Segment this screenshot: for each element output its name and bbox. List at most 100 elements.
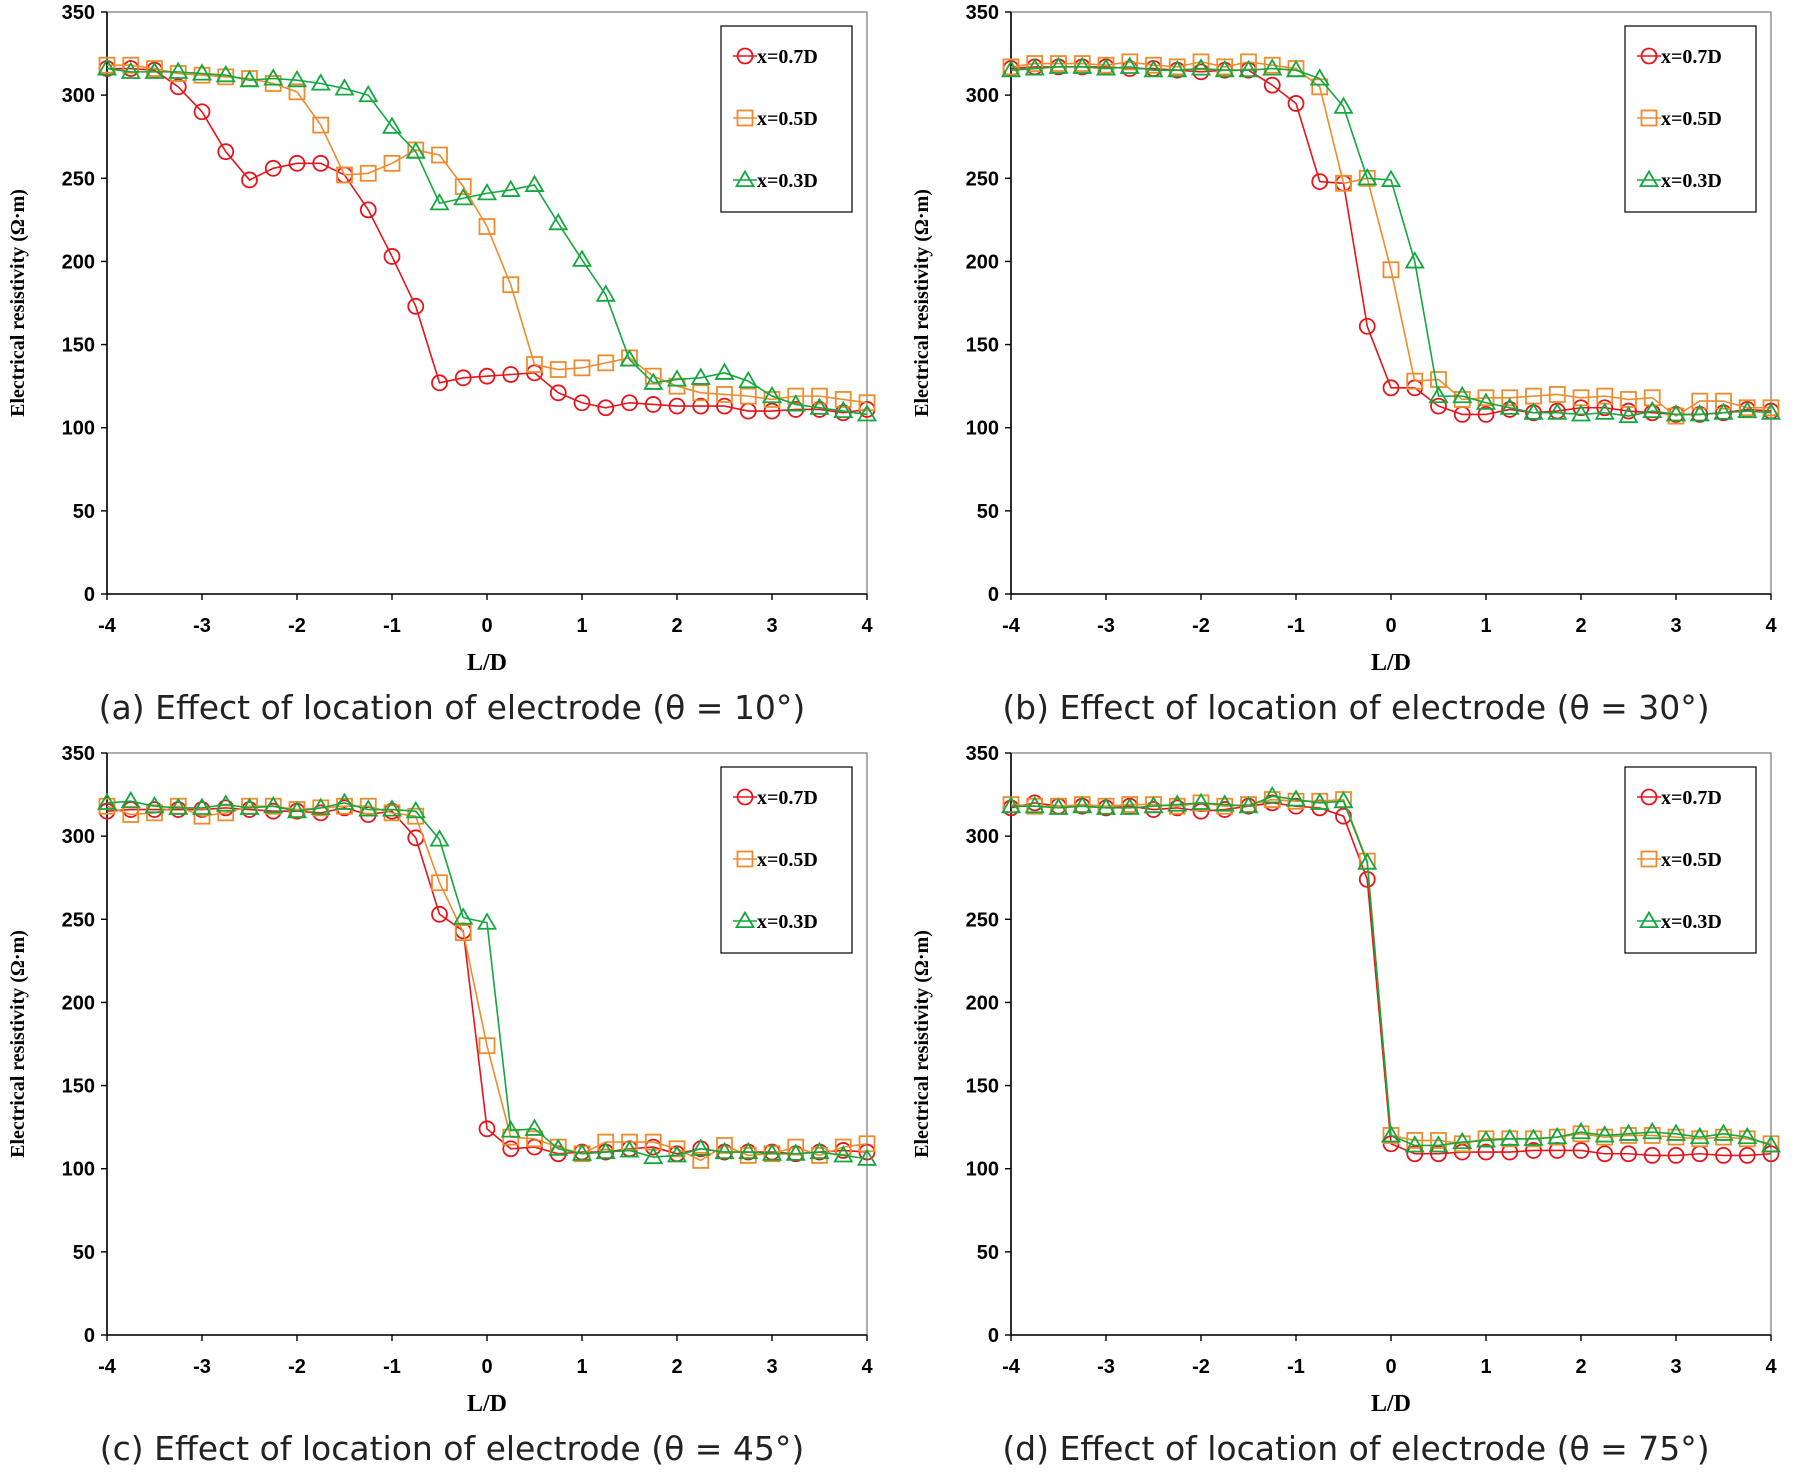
- chart-c-xtick-label: -4: [98, 1356, 117, 1378]
- chart-c-data-point: [96, 792, 118, 810]
- chart-b-data-point: [1572, 399, 1590, 417]
- chart-c-xtick-label: 3: [766, 1356, 777, 1378]
- chart-a-data-point: [453, 187, 474, 206]
- chart-a-data-point: [120, 61, 141, 79]
- chart-c-data-point: [358, 799, 379, 817]
- chart-c-xtick-label: 4: [861, 1356, 873, 1378]
- chart-c-data-point: [619, 1140, 640, 1158]
- chart-d-data-point: [1667, 1147, 1685, 1164]
- chart-b-ytick-label: 0: [988, 584, 999, 606]
- chart-d-data-point: [1406, 1145, 1424, 1163]
- chart-d-data-point: [1452, 1131, 1473, 1150]
- chart-a-data-point: [690, 367, 711, 385]
- chart-d-data-point: [1570, 1121, 1592, 1140]
- chart-a-data-point: [714, 362, 735, 380]
- chart-b-svg: 0 50 100 150 200 250 300 350 -4 -3 -2 -1 0 1 2 3 4 L/D Ele…: [911, 2, 1782, 676]
- chart-c-data-point: [571, 1143, 593, 1161]
- chart-a-data-point: [96, 58, 118, 76]
- chart-d-data-point: [1168, 797, 1186, 815]
- chart-d-data-point: [1477, 1143, 1495, 1161]
- chart-a-data-point: [476, 182, 498, 201]
- chart-a-legend-marker: [734, 169, 756, 188]
- chart-a-data-point: [833, 400, 854, 419]
- chart-a-ytick-label: 300: [62, 85, 95, 107]
- chart-b-data-point: [1406, 372, 1424, 390]
- chart-b-xtick-label: 3: [1670, 615, 1681, 637]
- chart-a-data-point: [478, 367, 496, 385]
- chart-a-data-point: [359, 164, 377, 182]
- chart-c-svg: 0 50 100 150 200 250 300 350 -4 -3 -2 -1 0 1 2 3 4 L/D Ele…: [7, 743, 878, 1417]
- chart-d-svg: 0 50 100 150 200 250 300 350 -4 -3 -2 -1 0 1 2 3 4 L/D Ele…: [911, 743, 1782, 1417]
- chart-b-data-point: [1548, 386, 1566, 403]
- chart-c-data-point: [476, 912, 498, 930]
- chart-c-data-point: [239, 797, 260, 815]
- chart-a-xtick-label: 2: [671, 615, 682, 637]
- chart-d-xtick-label: -3: [1097, 1356, 1115, 1378]
- chart-c-data-point: [478, 1037, 496, 1055]
- chart-b-ytick-label: 300: [966, 85, 999, 107]
- chart-b-data-point: [1501, 389, 1519, 407]
- chart-d-data-point: [1262, 785, 1283, 804]
- chart-a-data-point: [359, 201, 377, 219]
- chart-b-series-line: [1010, 66, 1772, 417]
- chart-a-ytick-label: 350: [62, 2, 95, 24]
- chart-b-data-point: [1168, 58, 1186, 76]
- chart-b-xtick-label: -3: [1097, 615, 1115, 637]
- chart-b-xtick-label: 2: [1575, 615, 1586, 637]
- chart-c-data-point: [359, 797, 377, 815]
- chart-d-data-point: [1072, 795, 1093, 814]
- chart-b-caption: (b) Effect of location of electrode (θ =…: [1002, 688, 1710, 727]
- chart-d-data-point: [1691, 1130, 1709, 1148]
- chart-c-data-point: [761, 1143, 783, 1161]
- chart-d-ytick-label: 50: [977, 1242, 999, 1264]
- chart-d-ytick-label: 150: [966, 1076, 999, 1098]
- chart-b-data-point: [1097, 56, 1115, 74]
- chart-c-xtick-label: -2: [288, 1356, 306, 1378]
- chart-a-data-point: [692, 384, 710, 402]
- chart-a-data-point: [383, 154, 401, 172]
- chart-b-data-point: [1643, 389, 1661, 407]
- chart-c-data-point: [120, 790, 141, 809]
- chart-b-ytick-label: 100: [966, 418, 999, 440]
- chart-d-data-point: [1335, 807, 1352, 825]
- chart-a-xtick-label: -1: [383, 615, 401, 637]
- chart-a-data-point: [621, 394, 638, 412]
- chart-a-xtick-label: 0: [481, 615, 492, 637]
- chart-d-data-point: [1095, 797, 1117, 815]
- chart-b-data-point: [1594, 402, 1615, 420]
- chart-d-data-point: [1430, 1145, 1447, 1163]
- chart-c-data-point: [215, 794, 236, 812]
- chart-a-data-point: [217, 143, 235, 161]
- chart-a-data-point: [431, 146, 448, 164]
- chart-d-data-point: [1404, 1135, 1425, 1153]
- chart-c-xtick-label: 1: [576, 1356, 587, 1378]
- chart-d-data-point: [1024, 795, 1045, 814]
- chart-b-xtick-label: 1: [1480, 615, 1491, 637]
- chart-d-data-point: [1143, 795, 1164, 814]
- chart-a-data-point: [500, 179, 521, 197]
- chart-b-data-point: [1596, 399, 1614, 417]
- chart-d-caption: (d) Effect of location of electrode (θ =…: [1002, 1429, 1710, 1468]
- chart-a-xtick-label: 4: [861, 615, 873, 637]
- chart-d-y-axis-label: Electrical resistivity (Ω·m): [911, 930, 933, 1158]
- chart-a-data-point: [502, 366, 520, 383]
- chart-b-data-point: [1477, 389, 1495, 407]
- chart-b-data-point: [1547, 402, 1568, 420]
- chart-d-data-point: [1620, 1145, 1637, 1163]
- chart-c-data-point: [809, 1141, 830, 1160]
- chart-a-data-point: [595, 284, 616, 302]
- chart-a-data-point: [431, 374, 448, 392]
- chart-b-y-axis-label: Electrical resistivity (Ω·m): [911, 189, 933, 417]
- chart-d-data-point: [1715, 1147, 1732, 1164]
- chart-a-data-point: [856, 404, 878, 422]
- chart-b-data-point: [1263, 56, 1281, 74]
- chart-b-xtick-label: 0: [1385, 615, 1396, 637]
- chart-a-ytick-label: 100: [62, 418, 95, 440]
- chart-a-data-point: [858, 394, 876, 412]
- chart-c-legend-label: x=0.3D: [757, 911, 818, 933]
- chart-a-data-point: [761, 385, 783, 404]
- chart-c-data-point: [500, 1120, 521, 1138]
- chart-d-xtick-label: 1: [1480, 1356, 1491, 1378]
- chart-d-legend-label: x=0.7D: [1661, 787, 1722, 809]
- chart-c-data-point: [193, 807, 211, 825]
